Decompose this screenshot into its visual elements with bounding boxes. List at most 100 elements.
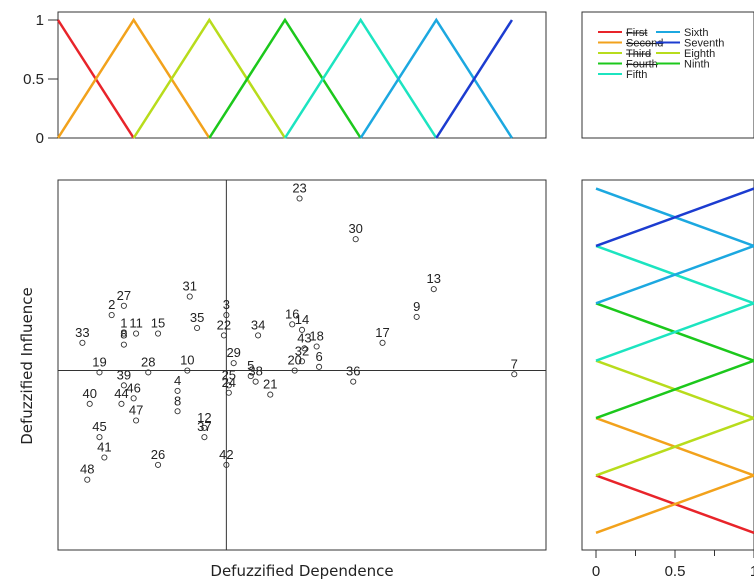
point-label-38: 38 — [248, 364, 262, 379]
legend-label: Fifth — [626, 69, 647, 81]
data-point-14 — [298, 326, 306, 333]
point-label-15: 15 — [151, 316, 165, 331]
point-label-2: 2 — [108, 297, 115, 312]
data-point-41 — [101, 454, 108, 461]
point-label-26: 26 — [151, 447, 165, 462]
data-point-13 — [430, 286, 437, 293]
point-label-11: 11 — [129, 316, 143, 331]
scatter-frame — [57, 179, 547, 551]
point-label-30: 30 — [348, 221, 362, 236]
point-label-33: 33 — [75, 325, 89, 340]
top-ytick-label: 0.5 — [23, 71, 44, 88]
right-series-line-5 — [595, 244, 754, 362]
point-label-17: 17 — [375, 325, 389, 340]
point-label-19: 19 — [92, 354, 106, 369]
data-point-44 — [118, 400, 125, 407]
point-label-9: 9 — [413, 299, 420, 314]
data-point-26 — [154, 461, 162, 468]
data-point-23 — [296, 195, 303, 202]
data-point-31 — [186, 293, 193, 300]
point-label-3: 3 — [223, 297, 230, 312]
right-xtick-label: 0.5 — [665, 563, 686, 580]
data-point-42 — [223, 461, 230, 468]
top-series-line-2 — [56, 17, 211, 139]
point-label-8: 8 — [120, 327, 127, 342]
data-point-20 — [291, 367, 298, 374]
point-label-4: 4 — [174, 373, 181, 388]
data-point-9 — [413, 313, 420, 320]
data-point-43 — [301, 345, 308, 352]
data-point-33 — [79, 339, 86, 346]
data-point-5 — [247, 373, 254, 380]
y-axis-title: Defuzzified Influence — [18, 287, 36, 445]
data-point-30 — [352, 236, 359, 243]
point-label-8: 8 — [174, 393, 181, 408]
data-point-21 — [267, 391, 274, 398]
top-series-line-3 — [132, 17, 287, 139]
data-point-35 — [194, 324, 201, 332]
legend-label: Second — [626, 38, 663, 50]
point-label-42: 42 — [219, 447, 233, 462]
point-label-44: 44 — [114, 386, 128, 401]
point-label-31: 31 — [183, 279, 197, 294]
legend-label: Eighth — [684, 48, 715, 60]
legend-label: First — [626, 27, 647, 39]
data-point-37 — [201, 434, 208, 441]
point-label-18: 18 — [309, 329, 323, 344]
right-xtick-label: 1 — [750, 563, 754, 580]
right-x-ticks: 00.51 — [592, 550, 754, 580]
point-label-46: 46 — [126, 380, 140, 395]
point-label-27: 27 — [117, 288, 131, 303]
point-label-25: 25 — [222, 367, 236, 382]
legend-label: Third — [626, 48, 651, 60]
data-point-47 — [133, 417, 140, 424]
data-point-16 — [289, 321, 296, 328]
data-point-19 — [96, 369, 103, 376]
point-label-43: 43 — [297, 330, 311, 345]
data-point-3 — [223, 311, 230, 319]
point-label-20: 20 — [287, 353, 301, 368]
top-series-line-5 — [283, 17, 438, 139]
data-point-17 — [379, 339, 386, 346]
top-membership-lines — [56, 17, 514, 139]
data-point-10 — [184, 367, 191, 374]
point-label-10: 10 — [180, 353, 194, 368]
data-point-39 — [120, 382, 127, 389]
right-panel-frame — [581, 179, 754, 551]
top-panel-frame — [57, 11, 547, 139]
point-label-13: 13 — [427, 271, 441, 286]
legend-label: Seventh — [684, 38, 724, 50]
data-point-2 — [108, 311, 115, 319]
data-point-8 — [120, 341, 127, 348]
data-point-7 — [511, 371, 518, 378]
right-series-line-4 — [595, 302, 754, 420]
point-label-40: 40 — [82, 386, 96, 401]
right-membership-lines — [595, 187, 754, 534]
point-label-28: 28 — [141, 354, 155, 369]
point-label-34: 34 — [251, 317, 265, 332]
legend-label: Fourth — [626, 59, 658, 71]
point-label-32: 32 — [295, 343, 309, 358]
data-point-12 — [201, 424, 208, 431]
point-label-47: 47 — [129, 403, 143, 418]
top-ytick-label: 1 — [36, 12, 44, 29]
data-point-29 — [230, 360, 237, 367]
data-point-48 — [84, 476, 91, 483]
point-label-7: 7 — [511, 356, 518, 371]
legend-label: Sixth — [684, 27, 708, 39]
point-label-48: 48 — [80, 462, 94, 477]
point-label-22: 22 — [217, 317, 231, 332]
point-label-16: 16 — [285, 306, 299, 321]
point-label-41: 41 — [97, 440, 111, 455]
top-series-line-4 — [208, 17, 362, 139]
top-membership-panel: 00.51 — [23, 11, 547, 147]
top-series-line-7 — [435, 19, 514, 139]
data-point-46 — [130, 395, 137, 402]
point-label-12: 12 — [197, 410, 211, 425]
right-membership-panel: 00.51 — [581, 179, 754, 580]
